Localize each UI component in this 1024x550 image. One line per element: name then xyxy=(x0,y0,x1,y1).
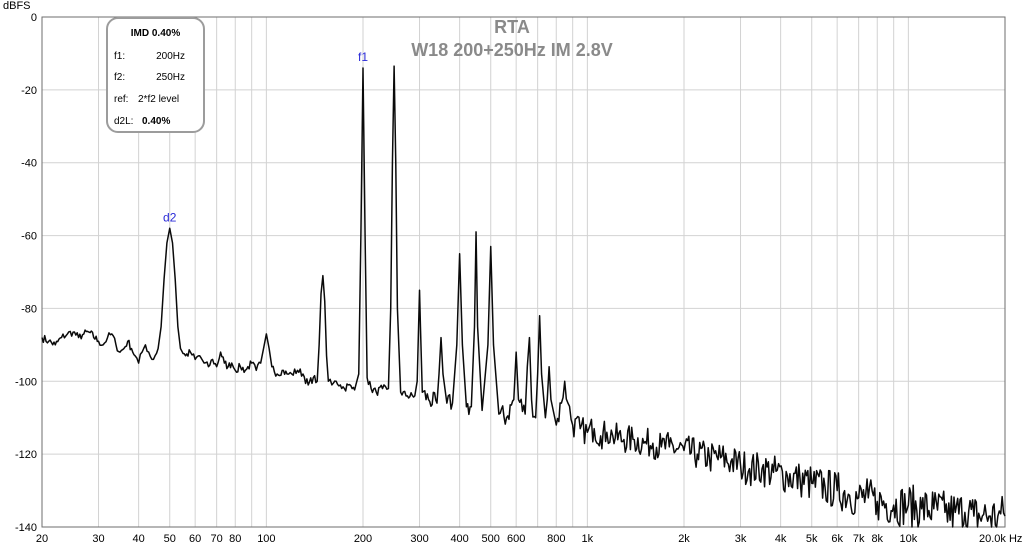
y-tick-label: 0 xyxy=(31,12,37,24)
imd-row-f2: f2: 250Hz xyxy=(114,72,199,86)
y-tick-labels: 0 -20 -40 -60 -80 -100 -120 -140 xyxy=(15,12,37,534)
y-axis-label: dBFS xyxy=(3,0,31,12)
x-tick-label: 30 xyxy=(92,533,104,545)
x-tick-label: 200 xyxy=(354,533,372,545)
imd-row-value: 2*f2 level xyxy=(138,94,180,105)
x-tick-label: 20.0k Hz xyxy=(979,533,1022,545)
imd-row-value: 250Hz xyxy=(156,72,185,83)
imd-header: IMD 0.40% xyxy=(130,28,181,39)
imd-row-key: ref: xyxy=(114,94,129,105)
x-tick-label: 300 xyxy=(410,533,428,545)
x-tick-label: 1k xyxy=(582,533,594,545)
y-tick-label: -20 xyxy=(21,85,37,97)
imd-row-d2l: d2L: 0.40% xyxy=(114,116,199,130)
markers-group: f1 d2 xyxy=(163,50,368,224)
y-tick-label: -40 xyxy=(21,158,37,170)
x-tick-labels: 20 30 40 50 60 70 80 100 200 300 400 500 600 800 1k 2k 3… xyxy=(36,533,1023,545)
spectrum-line xyxy=(41,65,1006,528)
imd-info-panel: IMD 0.40% f1: 200Hz f2: 250Hz ref: 2*f2 … xyxy=(106,17,205,133)
x-tick-label: 500 xyxy=(482,533,500,545)
imd-row-key: d2L: xyxy=(114,116,134,127)
chart-title: RTA xyxy=(494,17,530,37)
series-group xyxy=(41,65,1006,528)
x-tick-label: 10k xyxy=(899,533,917,545)
x-tick-label: 5k xyxy=(806,533,818,545)
x-tick-label: 600 xyxy=(507,533,525,545)
x-tick-label: 100 xyxy=(257,533,275,545)
imd-row-ref: ref: 2*f2 level xyxy=(114,94,199,108)
x-tick-label: 6k xyxy=(831,533,843,545)
imd-row-value: 200Hz xyxy=(156,51,185,62)
y-tick-label: -80 xyxy=(21,303,37,315)
imd-row-value: 0.40% xyxy=(142,116,171,127)
x-tick-label: 50 xyxy=(164,533,176,545)
x-tick-label: 20 xyxy=(36,533,48,545)
y-tick-label: -120 xyxy=(15,449,37,461)
imd-row-key: f2: xyxy=(114,72,126,83)
y-tick-label: -100 xyxy=(15,376,37,388)
grid xyxy=(42,17,1005,527)
x-tick-label: 40 xyxy=(133,533,145,545)
chart-subtitle: W18 200+250Hz IM 2.8V xyxy=(411,40,613,60)
y-tick-label: -60 xyxy=(21,231,37,243)
x-tick-label: 7k xyxy=(853,533,865,545)
x-tick-label: 2k xyxy=(678,533,690,545)
x-tick-label: 70 xyxy=(211,533,223,545)
x-tick-label: 60 xyxy=(189,533,201,545)
x-tick-label: 800 xyxy=(547,533,565,545)
x-tick-label: 80 xyxy=(229,533,241,545)
x-tick-label: 400 xyxy=(450,533,468,545)
x-tick-label: 4k xyxy=(775,533,787,545)
imd-row-key: f1: xyxy=(114,51,126,62)
y-tick-label: -140 xyxy=(15,522,37,534)
peak-marker-label: f1 xyxy=(358,50,368,64)
peak-marker-label: d2 xyxy=(163,210,177,224)
x-tick-label: 8k xyxy=(871,533,883,545)
x-tick-label: 3k xyxy=(735,533,747,545)
plot-frame xyxy=(41,16,1006,528)
imd-row-f1: f1: 200Hz xyxy=(114,51,199,65)
